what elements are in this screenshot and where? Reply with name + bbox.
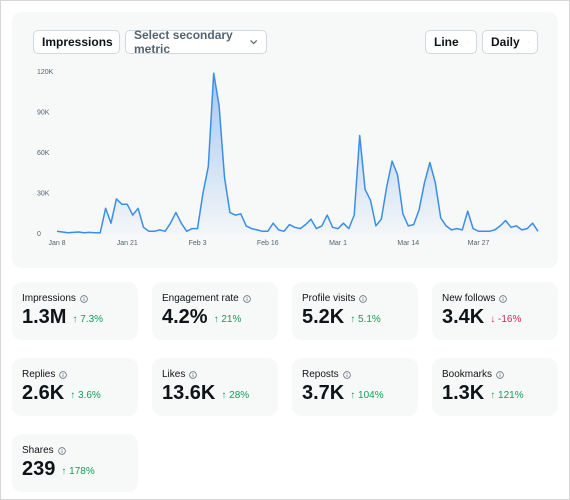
dropdown-text: Impressions [42, 35, 113, 49]
x-tick-label: Mar 14 [397, 240, 419, 247]
y-tick-label: 30K [37, 190, 50, 197]
info-icon[interactable] [242, 294, 251, 303]
metric-label-row: Impressions [22, 293, 88, 304]
metric-card: Bookmarks 1.3K ↑ 121% [432, 358, 558, 416]
info-icon[interactable] [57, 446, 66, 455]
info-icon[interactable] [499, 294, 508, 303]
dropdown-text: Daily [491, 35, 520, 49]
metric-label: Likes [162, 369, 186, 380]
metric-value: 1.3M [22, 306, 67, 328]
metric-label-row: Likes [162, 369, 198, 380]
metric-change: ↑ 21% [213, 314, 242, 325]
x-tick-label: Feb 16 [257, 240, 279, 247]
metric-value: 13.6K [162, 382, 216, 404]
chart: 0 30K 60K 90K 120K Jan 8 Jan 21 Feb 3 Feb 16 Mar … [37, 69, 539, 247]
chevron [527, 41, 529, 43]
dropdown-text: Line [434, 35, 459, 49]
metric-label: Bookmarks [442, 369, 493, 380]
metric-label-row: Replies [22, 369, 68, 380]
metric-label: Shares [22, 445, 54, 456]
metric-card: Reposts 3.7K ↑ 104% [292, 358, 418, 416]
info-icon[interactable] [189, 370, 198, 379]
y-tick-label: 0 [37, 231, 41, 238]
primary-metric-dropdown[interactable]: Impressions [33, 30, 120, 54]
metric-value: 239 [22, 458, 56, 480]
metric-value: 3.7K [302, 382, 345, 404]
metric-label-row: Engagement rate [162, 293, 251, 304]
metric-card: Profile visits 5.2K ↑ 5.1% [292, 282, 418, 340]
info-icon[interactable] [359, 294, 368, 303]
metric-card: Shares 239 ↑ 178% [12, 434, 138, 492]
metric-change: ↓ -16% [490, 314, 522, 325]
chart-style-dropdown[interactable]: Line [425, 30, 477, 54]
metric-change: ↑ 7.3% [72, 314, 104, 325]
chevron [466, 41, 468, 43]
metric-change: ↑ 104% [350, 390, 384, 401]
y-tick-label: 90K [37, 109, 50, 116]
x-tick-label: Jan 8 [48, 240, 65, 247]
metric-value: 3.4K [442, 306, 485, 328]
metric-card: New follows 3.4K ↓ -16% [432, 282, 558, 340]
metric-value: 2.6K [22, 382, 65, 404]
metric-label-row: Bookmarks [442, 369, 504, 380]
metric-label: Reposts [302, 369, 339, 380]
metric-card: Likes 13.6K ↑ 28% [152, 358, 278, 416]
y-tick-label: 60K [37, 150, 50, 157]
metric-label-row: New follows [442, 293, 508, 304]
y-tick-label: 120K [37, 69, 54, 76]
metric-label-row: Reposts [302, 369, 351, 380]
metric-change: ↑ 5.1% [350, 314, 381, 325]
metric-value: 1.3K [442, 382, 485, 404]
metric-value: 5.2K [302, 306, 345, 328]
info-icon[interactable] [496, 370, 504, 379]
metric-change: ↑ 28% [221, 390, 250, 401]
metric-value: 4.2% [162, 306, 208, 328]
info-icon[interactable] [59, 370, 68, 379]
interval-dropdown[interactable]: Daily [482, 30, 538, 54]
secondary-metric-dropdown[interactable]: Select secondary metric [125, 28, 267, 56]
metric-label: Profile visits [302, 293, 356, 304]
chevron [249, 40, 257, 45]
x-tick-label: Mar 1 [329, 240, 347, 247]
dropdown-text: Select secondary metric [134, 28, 233, 56]
metric-label: Engagement rate [162, 293, 239, 304]
info-icon[interactable] [80, 294, 88, 303]
metric-change: ↑ 178% [61, 466, 95, 477]
line [56, 72, 539, 234]
metric-label-row: Shares [22, 445, 66, 456]
metric-card: Engagement rate 4.2% ↑ 21% [152, 282, 278, 340]
x-tick-label: Feb 3 [189, 240, 207, 247]
metric-label: Impressions [22, 293, 76, 304]
metric-card: Replies 2.6K ↑ 3.6% [12, 358, 138, 416]
metric-label: Replies [22, 369, 56, 380]
metric-label: New follows [442, 293, 496, 304]
metric-change: ↑ 3.6% [70, 390, 101, 401]
info-icon[interactable] [342, 370, 351, 379]
x-tick-label: Jan 21 [117, 240, 138, 247]
area [57, 73, 538, 234]
metric-label-row: Profile visits [302, 293, 368, 304]
metric-change: ↑ 121% [490, 390, 524, 401]
metric-card: Impressions 1.3M ↑ 7.3% [12, 282, 138, 340]
x-tick-label: Mar 27 [468, 240, 490, 247]
